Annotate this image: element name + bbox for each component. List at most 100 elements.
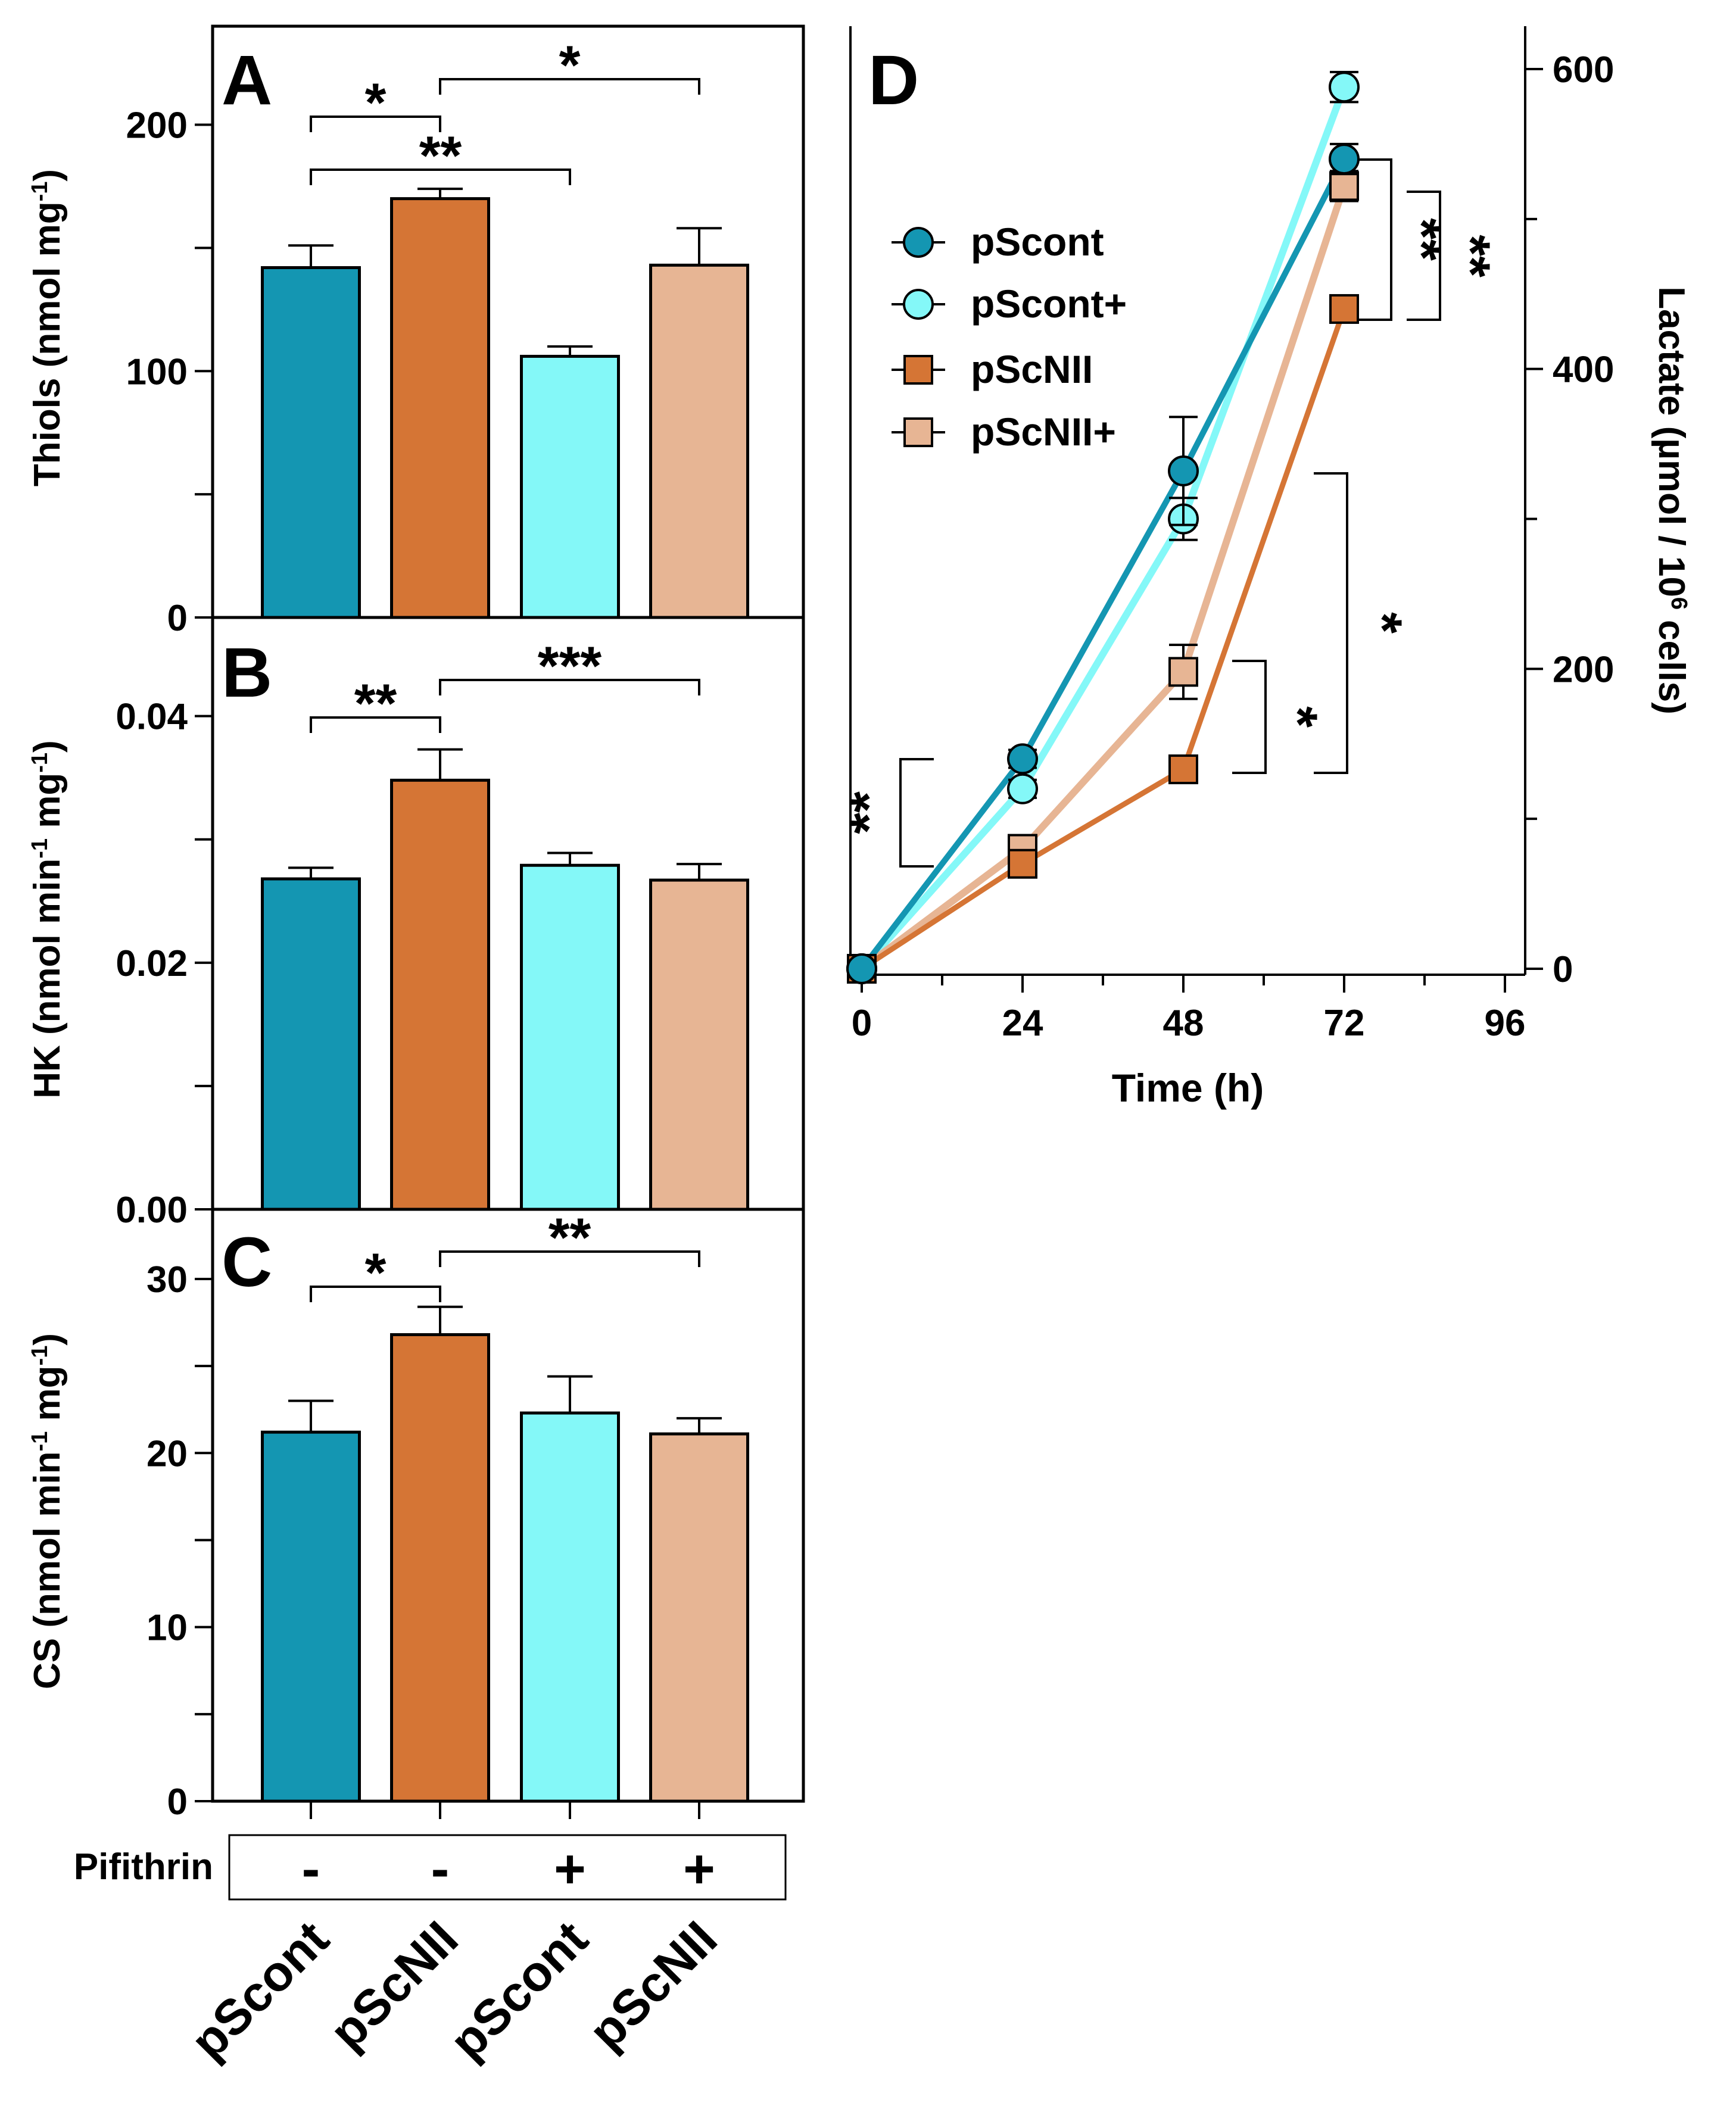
significance-bracket: [439, 1250, 700, 1267]
bar: [261, 266, 361, 619]
significance-bracket: [310, 716, 441, 733]
bar: [649, 263, 749, 619]
panel-letter: D: [868, 41, 919, 120]
significance-label: **: [354, 673, 397, 734]
bar: [520, 1411, 620, 1803]
y-tick-label: 200: [126, 105, 188, 146]
y-tick-label: 30: [147, 1259, 188, 1300]
y-axis-title: HK (nmol min-1 mg-1): [27, 740, 68, 1098]
significance-bracket: [439, 679, 700, 695]
data-point: [1168, 455, 1199, 486]
bar: [649, 878, 749, 1211]
significance-label: **: [1391, 218, 1452, 261]
y-axis-title: CS (nmol min-1 mg-1): [27, 1333, 68, 1689]
data-point: [903, 289, 934, 320]
data-point: [1168, 754, 1198, 785]
bar: [261, 877, 361, 1211]
data-point: [1329, 294, 1359, 324]
data-point: [1008, 848, 1037, 879]
significance-bracket: [1232, 660, 1267, 774]
series-line: [859, 185, 1348, 972]
significance-bracket: [439, 78, 700, 95]
data-point: [903, 417, 933, 447]
significance-bracket: [1407, 191, 1441, 321]
legend-label: pScont+: [971, 282, 1127, 326]
category-label: pScNII: [578, 1910, 727, 2060]
series-line: [859, 86, 1348, 971]
series-line: [859, 157, 1347, 971]
y-tick-label: 0: [167, 598, 188, 639]
y-tick-label: 0.04: [116, 697, 188, 738]
y-tick-label: 0.02: [116, 943, 188, 984]
y-tick-label: 200: [1553, 649, 1614, 690]
bar: [520, 863, 620, 1211]
data-point: [846, 953, 877, 984]
series-line: [860, 308, 1347, 971]
y-axis-title: Thiols (nmol mg-1): [27, 169, 68, 486]
y-tick-label: 20: [147, 1433, 188, 1474]
panel-frame: [211, 1208, 805, 1803]
data-point: [1329, 171, 1359, 201]
y-axis-title: Lactate (µmol / 106 cells): [1651, 286, 1692, 714]
bar: [261, 1430, 361, 1803]
significance-bracket: [1358, 158, 1392, 321]
y-tick-label: 600: [1553, 49, 1614, 91]
significance-label: *: [1352, 612, 1413, 634]
significance-label: **: [548, 1208, 591, 1268]
significance-label: ***: [538, 636, 602, 697]
significance-label: *: [365, 1243, 387, 1303]
category-label: pScont: [180, 1910, 339, 2070]
x-tick-label: 0: [852, 1003, 872, 1044]
data-point: [1007, 773, 1038, 804]
bar: [649, 1432, 749, 1803]
significance-bracket: [310, 169, 571, 185]
data-point: [903, 227, 934, 258]
data-point: [1329, 71, 1360, 103]
legend-label: pScont: [971, 220, 1104, 264]
y-tick-label: 0: [1553, 949, 1573, 990]
panel-letter: B: [222, 634, 272, 712]
legend-label: pScNII: [971, 347, 1093, 391]
data-point: [1007, 743, 1038, 775]
x-axis-title: Time (h): [1112, 1066, 1264, 1110]
category-label: pScont: [439, 1910, 599, 2070]
x-tick-label: 96: [1485, 1003, 1526, 1044]
significance-label: **: [1440, 235, 1501, 277]
panel-letter: A: [222, 41, 272, 120]
panel-letter: C: [222, 1223, 272, 1302]
significance-bracket: [310, 1286, 441, 1302]
pifithrin-sign: +: [683, 1839, 715, 1899]
x-tick-label: 72: [1324, 1003, 1365, 1044]
significance-label: *: [559, 35, 581, 96]
pifithrin-label: Pifithrin: [74, 1846, 213, 1888]
pifithrin-sign: -: [431, 1839, 450, 1899]
pifithrin-box: [228, 1834, 787, 1901]
significance-label: *: [1267, 706, 1328, 728]
significance-bracket: [1314, 472, 1348, 774]
y-tick-label: 100: [126, 351, 188, 392]
significance-label: **: [839, 791, 899, 834]
data-point: [903, 355, 933, 385]
data-point: [1329, 143, 1360, 175]
bar: [390, 1333, 490, 1803]
significance-label: *: [365, 73, 387, 133]
y-tick-label: 10: [147, 1608, 188, 1649]
bar: [390, 197, 490, 619]
bar: [390, 778, 490, 1211]
pifithrin-sign: -: [302, 1839, 320, 1899]
pifithrin-sign: +: [554, 1839, 586, 1899]
y-tick-label: 400: [1553, 350, 1614, 391]
significance-bracket: [310, 116, 441, 132]
y-tick-label: 0.00: [116, 1190, 188, 1231]
y-tick-label: 0: [167, 1782, 188, 1823]
bar: [520, 354, 620, 619]
data-point: [1168, 657, 1198, 687]
x-tick-label: 48: [1163, 1003, 1204, 1044]
significance-label: **: [419, 126, 462, 186]
panel-D: D 0 24 48 72 96 Time (h) 0 200 400 600 Lactate (µmo…: [839, 26, 1692, 1110]
x-tick-label: 24: [1002, 1003, 1043, 1044]
